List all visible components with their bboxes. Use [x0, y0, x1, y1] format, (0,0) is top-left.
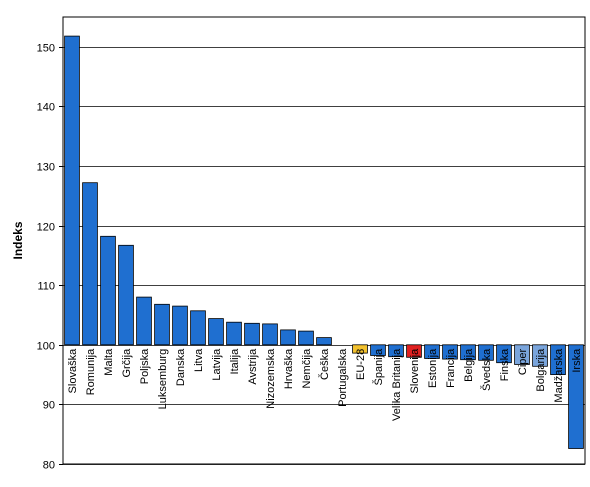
category-label: Nizozemska — [265, 348, 277, 409]
bar — [244, 322, 260, 346]
category-label: Luksemburg — [157, 349, 169, 410]
bar — [568, 344, 584, 449]
y-tick-label: 150 — [37, 43, 55, 55]
bar — [298, 330, 314, 346]
bar — [388, 344, 404, 358]
bar — [478, 344, 494, 361]
y-tick-label: 90 — [43, 400, 55, 412]
bar — [460, 344, 476, 361]
bar — [64, 35, 80, 346]
bar — [226, 321, 242, 346]
category-label: Poljska — [139, 348, 151, 384]
bars — [64, 35, 584, 449]
bar — [406, 344, 422, 358]
bar — [280, 329, 296, 346]
category-label: Hrvaška — [283, 348, 295, 389]
category-label: Madžarska — [553, 348, 565, 403]
category-label: Češka — [318, 348, 331, 380]
bar — [424, 344, 440, 359]
category-label: Malta — [103, 348, 115, 376]
category-label: Francija — [445, 348, 457, 388]
bar — [190, 310, 206, 346]
bar — [100, 235, 116, 346]
bar — [172, 305, 188, 346]
category-label: Finska — [499, 348, 511, 381]
category-label: Slovenija — [409, 348, 421, 394]
category-label: Belgija — [463, 348, 475, 382]
bar — [352, 344, 368, 354]
bar — [442, 344, 458, 360]
category-label: Velika Britanija — [391, 348, 403, 421]
y-axis-ticks: 80 90 100 110 120 130 140 150 — [37, 43, 63, 472]
category-label: Danska — [175, 348, 187, 386]
bar — [262, 323, 278, 346]
y-axis-title: Indeks — [11, 221, 25, 259]
category-label: Bolgarija — [535, 348, 547, 392]
category-label: Grčija — [121, 348, 133, 378]
bar — [118, 244, 134, 346]
category-labels: Slovaška Romunija Malta Grčija Poljska Luksem… — [67, 348, 583, 421]
y-tick-label: 80 — [43, 460, 55, 472]
y-tick-label: 120 — [37, 222, 55, 234]
bar — [370, 344, 386, 356]
bar — [532, 344, 548, 367]
category-label: Avstrija — [247, 348, 259, 385]
gridlines — [63, 47, 585, 465]
y-tick-label: 140 — [37, 102, 55, 114]
bar — [208, 318, 224, 346]
category-label: EU-28 — [355, 349, 367, 380]
category-label: Litva — [193, 348, 205, 372]
category-label: Švedska — [480, 348, 493, 391]
category-label: Ciper — [517, 348, 529, 375]
y-tick-label: 110 — [37, 281, 55, 293]
category-label: Španija — [372, 348, 385, 386]
category-label: Nemčija — [301, 348, 313, 389]
category-label: Irska — [571, 348, 583, 373]
bar — [154, 303, 170, 346]
category-label: Portugalska — [337, 348, 349, 407]
bar — [316, 337, 332, 346]
category-label: Italija — [229, 348, 241, 375]
category-label: Romunija — [85, 348, 97, 395]
bar — [496, 344, 512, 364]
bar — [514, 344, 530, 365]
bar — [550, 344, 566, 375]
bar — [136, 296, 152, 346]
y-tick-label: 100 — [37, 341, 55, 353]
category-label: Estonija — [427, 348, 439, 388]
plot-area — [62, 16, 586, 465]
y-tick-label: 130 — [37, 162, 55, 174]
category-label: Slovaška — [67, 348, 79, 394]
bar — [82, 182, 98, 346]
category-label: Latvija — [211, 348, 223, 381]
